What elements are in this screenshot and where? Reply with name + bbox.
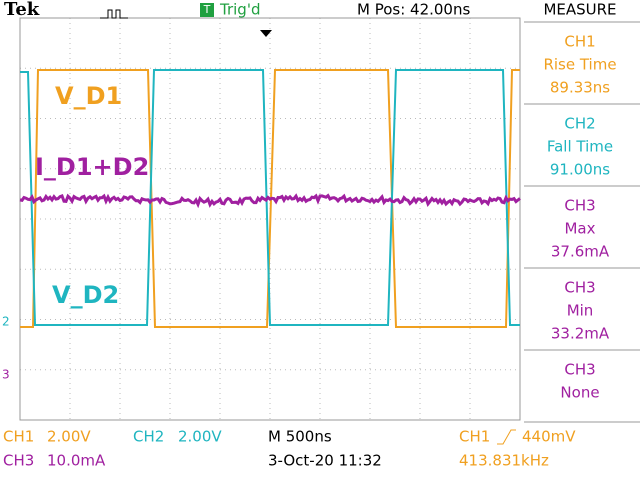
trace-label: V_D1: [55, 82, 122, 110]
measure-value: 91.00ns: [550, 161, 610, 179]
trigger-icon-box: [200, 3, 214, 17]
acquire-icon: [100, 9, 128, 19]
timebase: M 500ns: [268, 428, 332, 446]
ch1-label: CH1: [3, 428, 34, 446]
measure-label: Rise Time: [543, 56, 616, 74]
measure-value: 33.2mA: [551, 325, 610, 343]
frequency: 413.831kHz: [459, 452, 549, 470]
measure-channel: CH3: [564, 279, 595, 297]
measure-label: Min: [567, 302, 594, 320]
brand: Tek: [4, 0, 40, 20]
trace-label: I_D1+D2: [35, 153, 149, 181]
ch2-label: CH2: [133, 428, 164, 446]
ch2-scale: 2.00V: [178, 428, 222, 446]
ch3-scale: 10.0mA: [47, 452, 106, 470]
measure-channel: CH3: [564, 197, 595, 215]
ch1-scale: 2.00V: [47, 428, 91, 446]
measure-label: Max: [564, 220, 595, 238]
trace-label: V_D2: [52, 281, 119, 309]
position: M Pos: 42.00ns: [357, 1, 470, 19]
measure-label: Fall Time: [547, 138, 613, 156]
trigger-source: CH1: [459, 428, 490, 446]
channel-marker: 3: [2, 368, 10, 382]
ch3-label: CH3: [3, 452, 34, 470]
channel-marker: 2: [2, 315, 10, 329]
measure-label: None: [560, 384, 599, 402]
ch3-trace: [19, 193, 521, 209]
measure-channel: CH2: [564, 115, 595, 133]
trigger-position-arrow: [260, 30, 272, 37]
trigger-slope-icon: [497, 429, 516, 445]
graticule-frame: [19, 17, 521, 421]
measure-panel: CH1 Rise Time 89.33ns CH2 Fall Time 91.00ns CH…: [524, 21, 640, 423]
trigger-state: Trig'd: [219, 1, 260, 19]
measure-title: MEASURE: [543, 1, 616, 19]
trigger-icon: T: [203, 3, 211, 16]
date: 3-Oct-20 11:32: [268, 452, 382, 470]
trigger-level: 440mV: [522, 428, 576, 446]
measure-value: 89.33ns: [550, 79, 610, 97]
measure-channel: CH1: [564, 33, 595, 51]
measure-value: 37.6mA: [551, 243, 610, 261]
measure-channel: CH3: [564, 361, 595, 379]
